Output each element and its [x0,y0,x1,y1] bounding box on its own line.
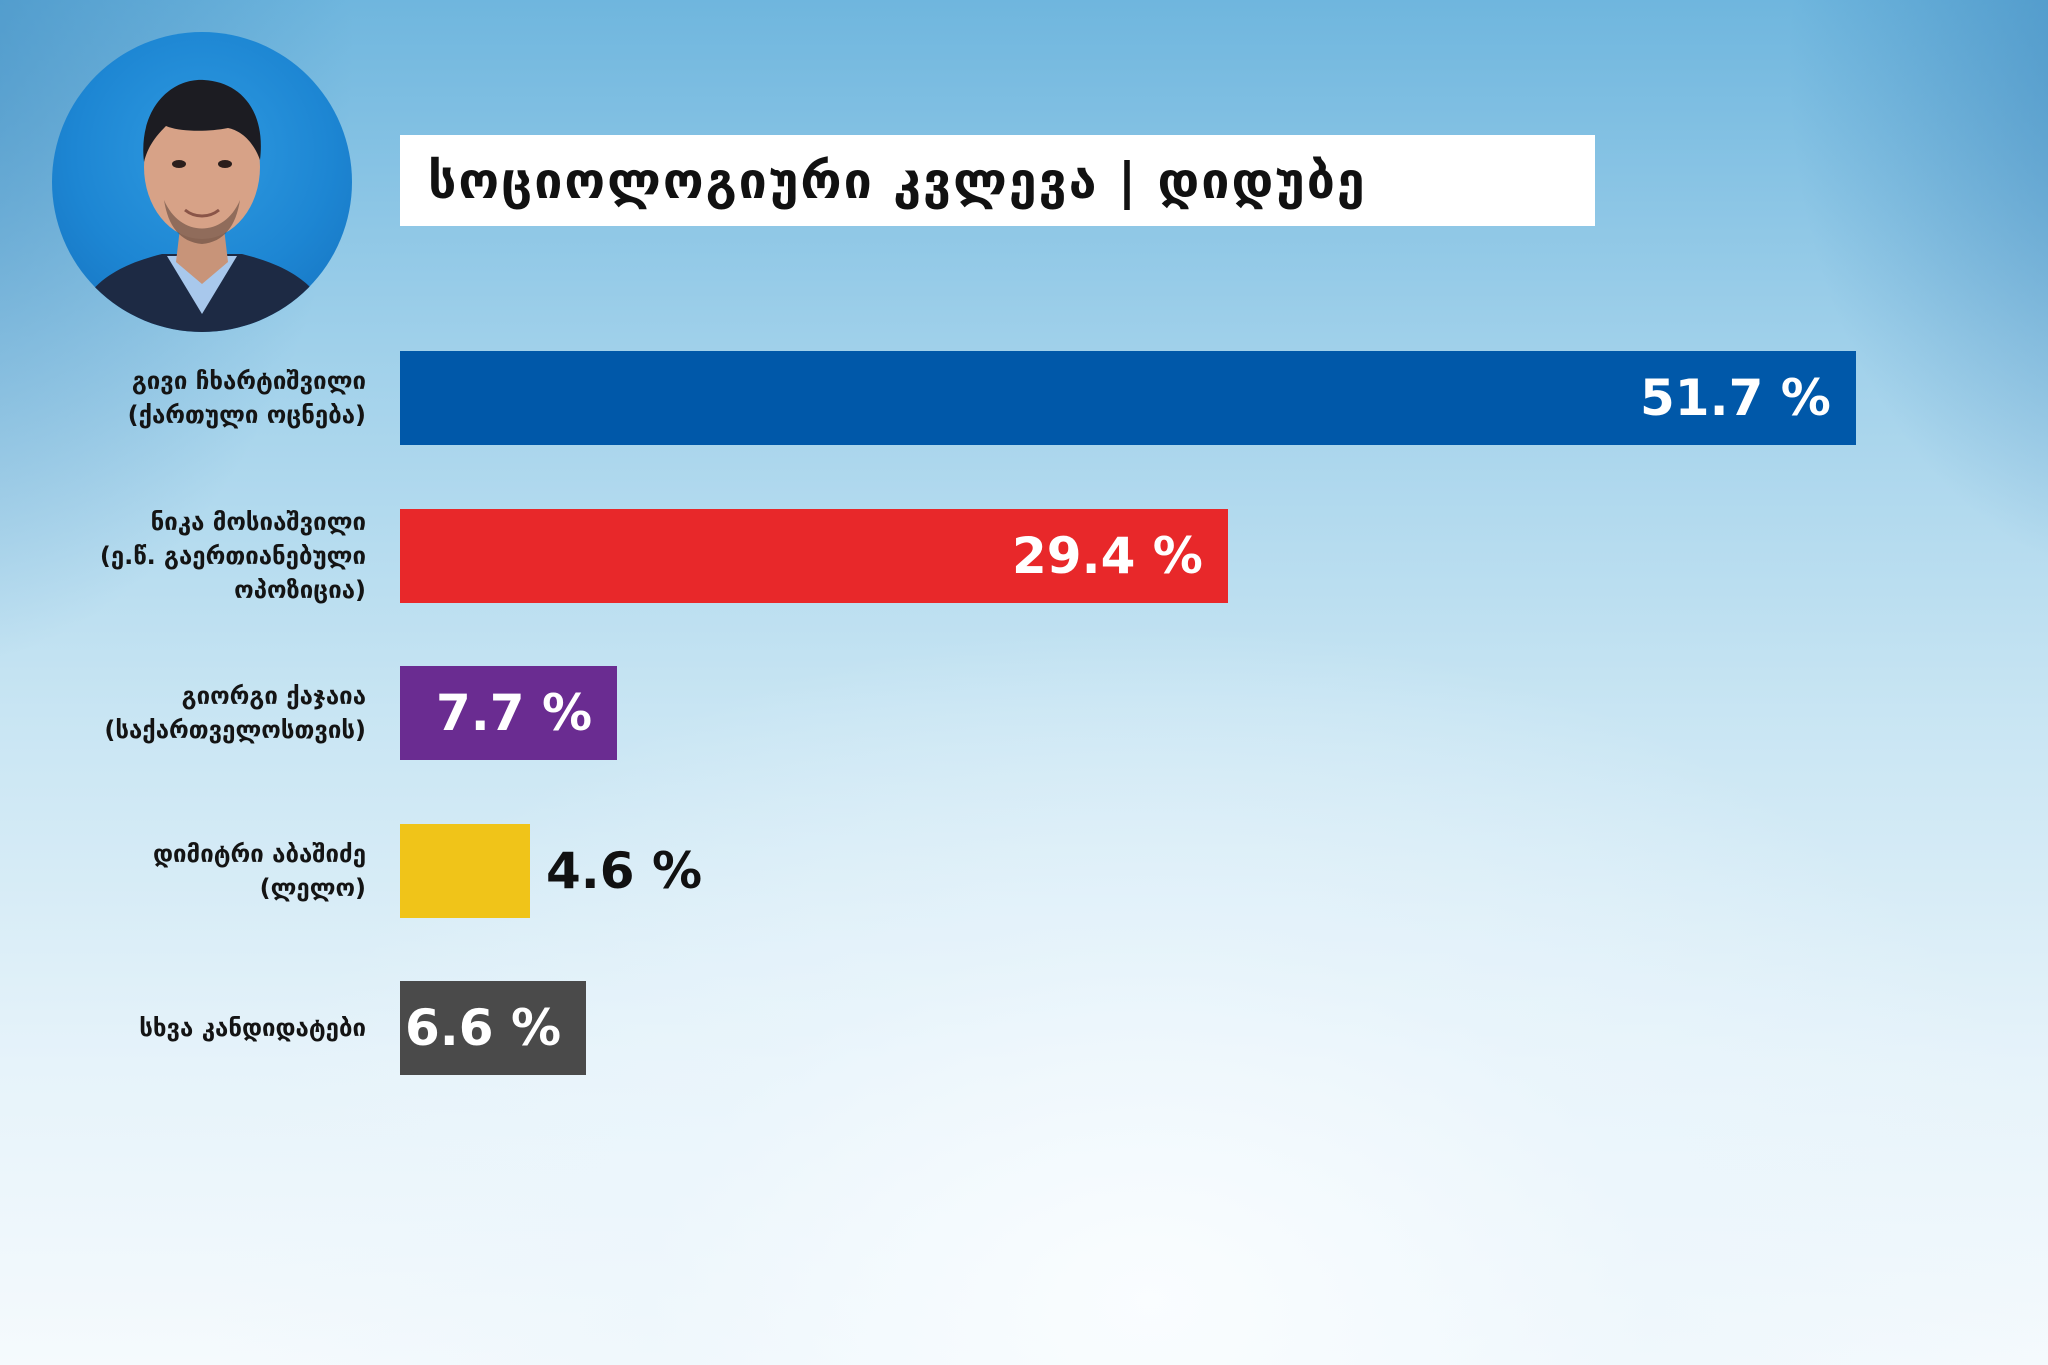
category-label: დიმიტრი აბაშიძე (ლელო) [153,840,366,902]
value-label: 7.7 % [436,684,593,742]
category-label: სხვა კანდიდატები [139,1014,366,1042]
value-label: 51.7 % [1640,369,1831,427]
title-banner: სოციოლოგიური კვლევა | დიდუბე [400,135,1595,226]
bar [400,351,1856,445]
candidate-portrait-icon [72,79,334,332]
bar [400,509,1228,603]
value-label: 6.6 % [405,999,562,1057]
bar [400,824,530,918]
value-label: 4.6 % [546,842,703,900]
category-label: გიორგი ქაჯაია (საქართველოსთვის) [104,682,366,744]
bar [400,666,617,760]
bar [400,981,586,1075]
category-label: გივი ჩხარტიშვილი (ქართული ოცნება) [127,367,366,429]
candidate-portrait [52,32,352,332]
category-label: ნიკა მოსიაშვილი (ე.წ. გაერთიანებული ოპოზ… [99,508,366,604]
value-label: 29.4 % [1012,527,1203,585]
page-title: სოციოლოგიური კვლევა | დიდუბე [428,151,1367,210]
